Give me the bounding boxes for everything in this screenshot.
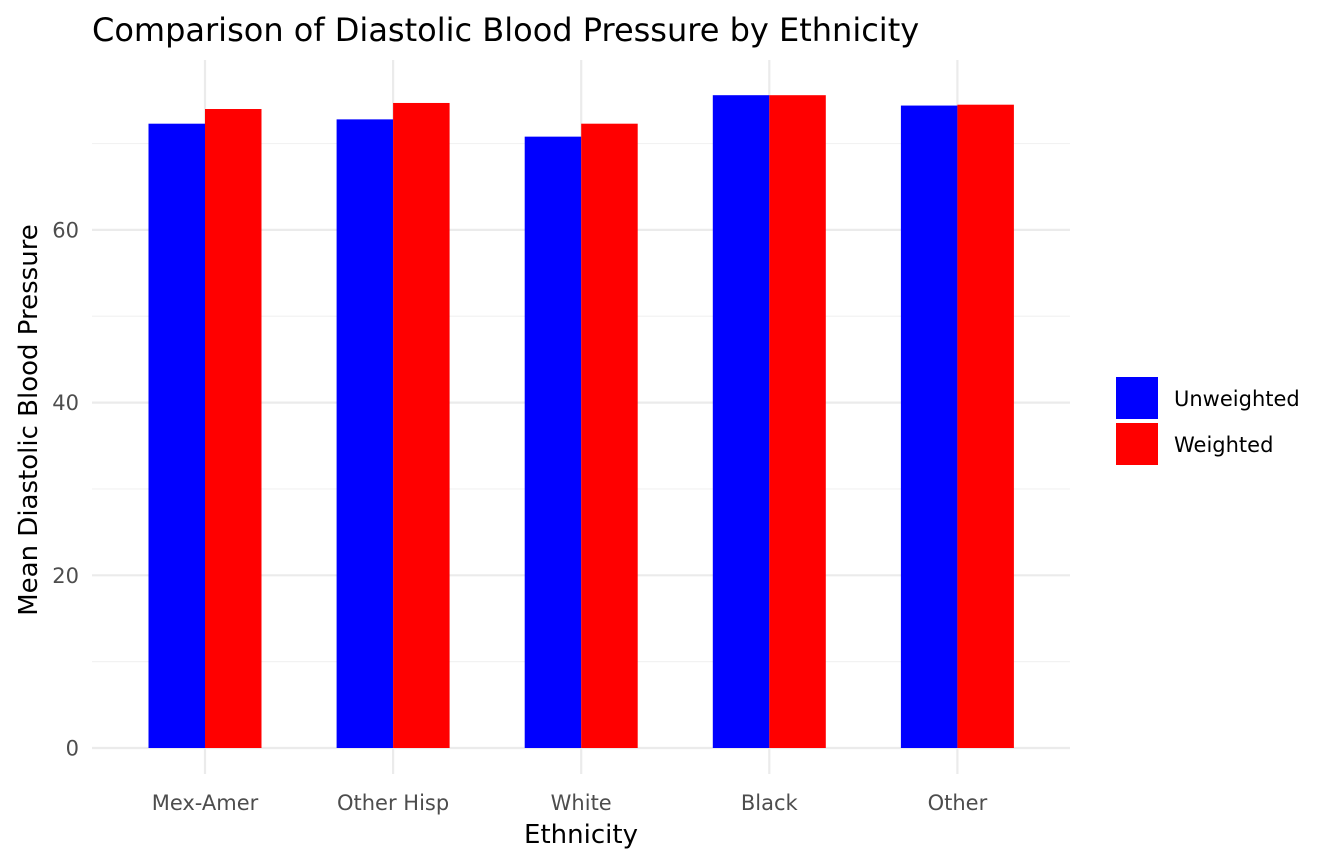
x-tick-label: White [551, 791, 612, 815]
bar [769, 95, 826, 749]
legend-label: Weighted [1174, 433, 1273, 457]
y-tick-label: 20 [52, 564, 79, 588]
bar [393, 102, 450, 748]
y-axis-ticks: 0 20 40 60 [52, 218, 79, 760]
bars [148, 95, 1014, 749]
bar [336, 119, 394, 748]
bar [957, 104, 1014, 748]
x-tick-label: Black [741, 791, 799, 815]
x-axis-ticks: Mex-Amer Other Hisp White Black Other [152, 791, 988, 815]
bar [712, 95, 770, 749]
legend-swatch [1116, 377, 1158, 419]
y-tick-label: 40 [52, 391, 79, 415]
x-axis-title: Ethnicity [524, 820, 638, 850]
x-tick-label: Mex-Amer [152, 791, 259, 815]
bar [148, 123, 205, 748]
x-tick-label: Other [928, 791, 988, 815]
bar [524, 136, 582, 749]
bar [581, 123, 638, 748]
y-tick-label: 0 [66, 737, 79, 761]
bar [900, 105, 958, 748]
bar [205, 109, 262, 748]
legend: Unweighted Weighted [1116, 377, 1300, 465]
legend-label: Unweighted [1174, 387, 1300, 411]
y-tick-label: 60 [52, 218, 79, 242]
y-axis-title: Mean Diastolic Blood Pressure [14, 224, 44, 616]
x-tick-label: Other Hisp [337, 791, 449, 815]
legend-swatch [1116, 423, 1158, 465]
chart-title: Comparison of Diastolic Blood Pressure b… [92, 11, 919, 49]
